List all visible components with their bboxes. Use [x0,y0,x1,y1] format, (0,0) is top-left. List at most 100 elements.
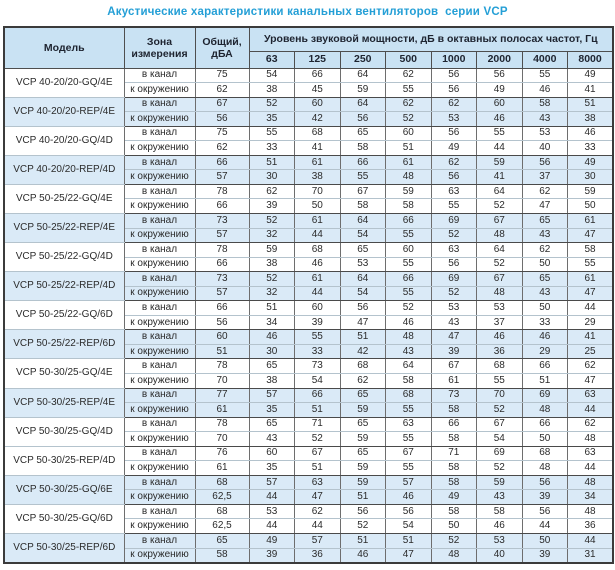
level-cell: 36 [476,344,523,360]
level-cell: 55 [294,329,341,345]
level-cell: 62 [430,96,477,113]
level-cell: 29 [521,344,568,360]
zone-cell: в канал [123,445,196,462]
level-cell: 46 [385,489,432,505]
zone-cell: в канал [123,242,196,258]
model-cell: VCP 50-30/25-GQ/4E [3,358,125,389]
table-row: к окружению 57 32 44 54 55 52 48 43 47 [4,286,614,302]
level-cell: 48 [430,548,477,564]
level-cell: 51 [339,489,386,505]
level-cell: 33 [294,344,341,360]
level-cell: 32 [248,286,295,302]
level-cell: 59 [476,474,523,491]
level-cell: 58 [567,242,614,258]
total-dba-cell: 62,5 [194,518,250,534]
level-cell: 52 [339,518,386,534]
level-cell: 35 [248,460,295,476]
level-cell: 62 [385,67,432,84]
level-cell: 60 [294,300,341,316]
total-dba-cell: 62 [194,140,250,156]
level-cell: 50 [430,518,477,534]
level-cell: 35 [248,402,295,418]
level-cell: 46 [567,125,614,142]
level-cell: 64 [339,96,386,113]
level-cell: 34 [567,489,614,505]
table-row: VCP 50-30/25-GQ/4D в канал 78 65 71 65 63 66 67 6… [3,416,614,447]
level-cell: 52 [385,111,432,127]
zone-cell: в канал [123,125,196,142]
level-cell: 36 [567,518,614,534]
level-cell: 39 [294,315,341,331]
level-cell: 44 [567,300,614,316]
model-cell: VCP 40-20/20-REP/4E [3,96,125,127]
level-cell: 48 [567,503,614,520]
level-cell: 38 [248,82,295,98]
level-cell: 57 [385,474,432,491]
level-cell: 62 [567,416,614,433]
level-cell: 33 [521,315,568,331]
level-cell: 44 [248,518,295,534]
level-cell: 66 [521,358,568,374]
model-cell: VCP 50-30/25-REP/4D [3,445,125,476]
level-cell: 51 [294,460,341,476]
table-row: VCP 50-30/25-GQ/4E в канал 78 65 73 68 64 67 68 6… [3,358,614,389]
level-cell: 51 [567,96,614,113]
header-row-frequencies: 63 125 250 500 1000 2000 4000 8000 [4,50,614,69]
column-header-freq-4000: 4000 [521,50,568,69]
total-dba-cell: 62,5 [194,489,250,505]
level-cell: 43 [430,315,477,331]
zone-cell: к окружению [123,82,196,98]
level-cell: 56 [521,474,568,491]
table-row: VCP 40-20/20-GQ/4D в канал 75 55 68 65 60 56 55 5… [3,125,614,156]
level-cell: 63 [385,416,432,433]
level-cell: 50 [521,300,568,316]
level-cell: 55 [385,82,432,98]
zone-cell: к окружению [123,228,196,244]
zone-cell: в канал [123,67,196,84]
level-cell: 47 [567,373,614,389]
level-cell: 55 [476,373,523,389]
total-dba-cell: 66 [194,257,250,273]
level-cell: 46 [476,518,523,534]
model-cell: VCP 40-20/20-GQ/4D [3,125,125,156]
level-cell: 68 [294,242,341,258]
model-cell: VCP 50-25/22-GQ/4D [3,242,125,273]
level-cell: 64 [385,358,432,374]
level-cell: 49 [476,82,523,98]
zone-cell: в канал [123,183,196,200]
level-cell: 29 [567,315,614,331]
level-cell: 67 [476,271,523,287]
level-cell: 65 [248,358,295,374]
level-cell: 63 [294,474,341,491]
level-cell: 42 [339,344,386,360]
level-cell: 60 [248,445,295,462]
level-cell: 65 [339,125,386,142]
page-title: Акустические характеристики канальных ве… [107,6,508,18]
level-cell: 67 [476,212,523,229]
level-cell: 59 [339,474,386,491]
zone-cell: к окружению [123,373,196,389]
table-row: к окружению 62,5 44 44 52 54 50 46 44 36 [4,518,614,534]
level-cell: 50 [294,198,341,214]
level-cell: 52 [476,402,523,418]
level-cell: 50 [521,533,568,549]
level-cell: 32 [248,228,295,244]
total-dba-cell: 61 [194,402,250,418]
zone-cell: в канал [123,474,196,491]
level-cell: 66 [521,416,568,433]
level-cell: 48 [521,402,568,418]
zone-cell: к окружению [123,169,196,185]
level-cell: 52 [430,533,477,549]
level-cell: 60 [385,125,432,142]
zone-cell: в канал [123,212,196,229]
total-dba-cell: 57 [194,228,250,244]
level-cell: 41 [294,140,341,156]
level-cell: 46 [294,257,341,273]
level-cell: 63 [567,445,614,462]
table-row: VCP 50-30/25-REP/6D в канал 65 49 57 51 51 52 53… [3,532,614,564]
level-cell: 52 [476,257,523,273]
table-header: Модель Зона измерения Общий, дБА Уровень… [3,26,614,69]
level-cell: 52 [248,212,295,229]
level-cell: 55 [385,431,432,447]
level-cell: 55 [385,286,432,302]
